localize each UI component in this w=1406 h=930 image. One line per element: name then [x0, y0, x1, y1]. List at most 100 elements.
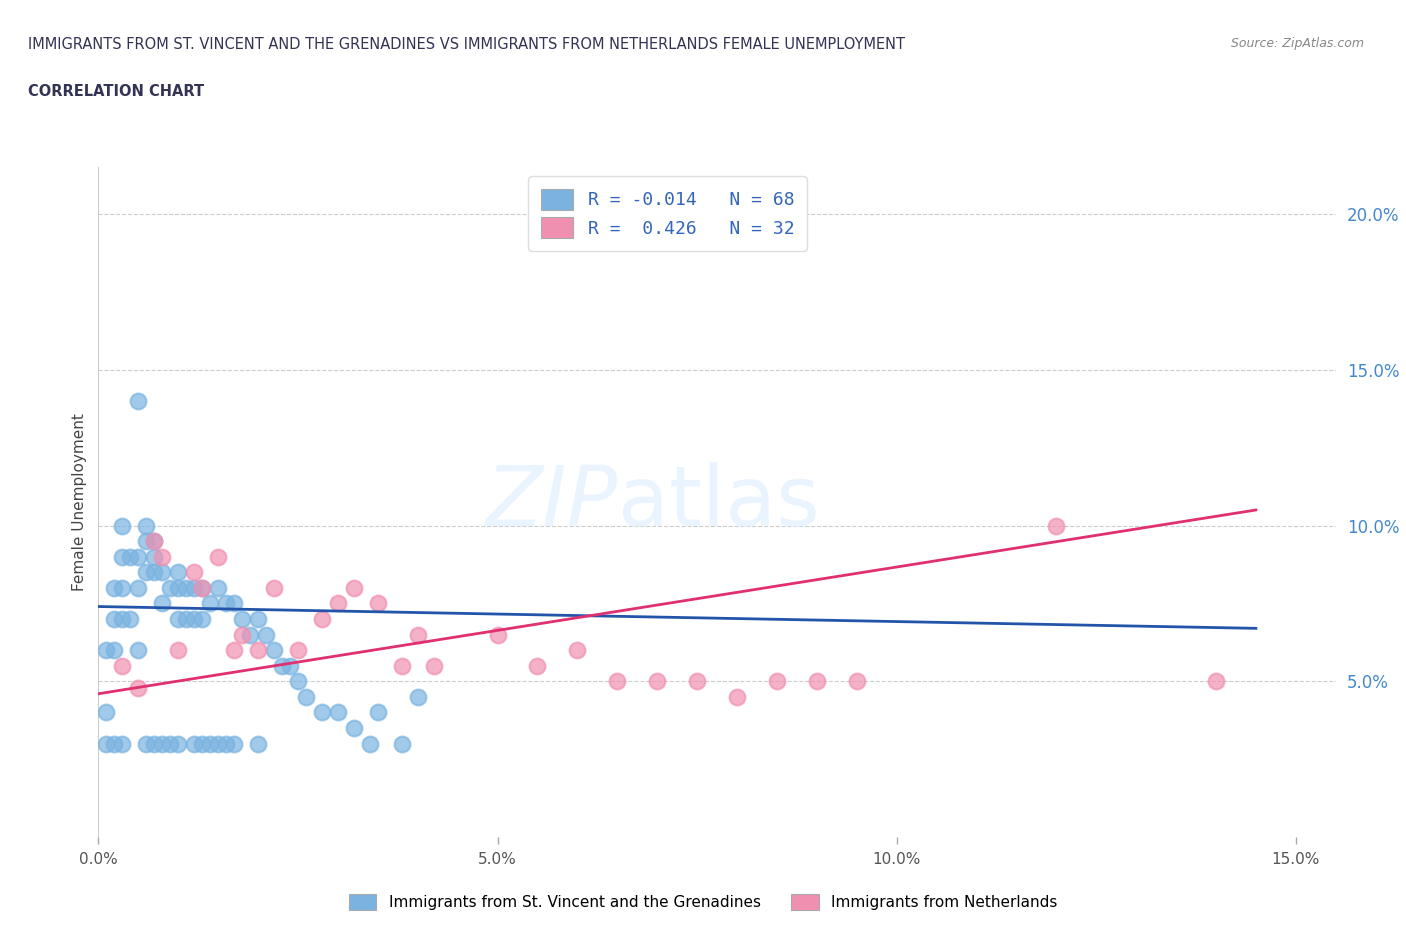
Point: [311, 612, 333, 627]
Legend: Immigrants from St. Vincent and the Grenadines, Immigrants from Netherlands: Immigrants from St. Vincent and the Gren…: [342, 886, 1064, 918]
Point: [103, 580, 125, 595]
Point: [263, 580, 285, 595]
Text: atlas: atlas: [619, 461, 820, 543]
Point: [567, 643, 589, 658]
Point: [167, 580, 190, 595]
Point: [111, 580, 134, 595]
Point: [247, 737, 270, 751]
Point: [287, 643, 309, 658]
Point: [143, 534, 166, 549]
Point: [183, 737, 205, 751]
Point: [359, 737, 381, 751]
Point: [247, 643, 270, 658]
Point: [295, 689, 318, 704]
Point: [263, 643, 285, 658]
Point: [215, 737, 238, 751]
Point: [183, 565, 205, 579]
Point: [111, 550, 134, 565]
Point: [422, 658, 444, 673]
Point: [174, 612, 197, 627]
Point: [150, 596, 173, 611]
Point: [183, 580, 205, 595]
Point: [326, 705, 349, 720]
Point: [159, 580, 181, 595]
Point: [845, 674, 868, 689]
Point: [127, 580, 149, 595]
Point: [127, 680, 149, 695]
Point: [343, 721, 366, 736]
Point: [143, 565, 166, 579]
Point: [231, 627, 253, 642]
Point: [207, 550, 229, 565]
Point: [167, 643, 190, 658]
Point: [287, 674, 309, 689]
Point: [143, 534, 166, 549]
Point: [167, 612, 190, 627]
Point: [135, 737, 157, 751]
Point: [725, 689, 748, 704]
Point: [135, 565, 157, 579]
Point: [135, 518, 157, 533]
Point: [183, 612, 205, 627]
Point: [686, 674, 709, 689]
Point: [367, 596, 389, 611]
Point: [207, 580, 229, 595]
Point: [120, 550, 142, 565]
Point: [127, 643, 149, 658]
Point: [406, 627, 429, 642]
Point: [191, 580, 214, 595]
Point: [486, 627, 509, 642]
Point: [391, 737, 413, 751]
Point: [606, 674, 628, 689]
Point: [103, 737, 125, 751]
Point: [111, 518, 134, 533]
Point: [406, 689, 429, 704]
Point: [150, 565, 173, 579]
Point: [247, 612, 270, 627]
Point: [150, 550, 173, 565]
Point: [167, 737, 190, 751]
Point: [207, 737, 229, 751]
Point: [766, 674, 789, 689]
Point: [806, 674, 828, 689]
Point: [367, 705, 389, 720]
Y-axis label: Female Unemployment: Female Unemployment: [72, 413, 87, 591]
Text: ZIP: ZIP: [486, 461, 619, 543]
Point: [191, 737, 214, 751]
Point: [231, 612, 253, 627]
Point: [1045, 518, 1067, 533]
Point: [96, 737, 118, 751]
Point: [1205, 674, 1227, 689]
Legend: R = -0.014   N = 68, R =  0.426   N = 32: R = -0.014 N = 68, R = 0.426 N = 32: [529, 177, 807, 251]
Point: [143, 737, 166, 751]
Point: [150, 737, 173, 751]
Point: [159, 737, 181, 751]
Point: [224, 737, 246, 751]
Point: [391, 658, 413, 673]
Point: [96, 705, 118, 720]
Point: [111, 612, 134, 627]
Point: [198, 737, 221, 751]
Point: [120, 612, 142, 627]
Point: [111, 737, 134, 751]
Point: [278, 658, 301, 673]
Point: [645, 674, 668, 689]
Point: [311, 705, 333, 720]
Point: [127, 393, 149, 408]
Point: [103, 612, 125, 627]
Point: [526, 658, 548, 673]
Point: [103, 643, 125, 658]
Point: [96, 643, 118, 658]
Point: [239, 627, 262, 642]
Text: CORRELATION CHART: CORRELATION CHART: [28, 84, 204, 99]
Point: [135, 534, 157, 549]
Point: [198, 596, 221, 611]
Point: [343, 580, 366, 595]
Point: [191, 612, 214, 627]
Text: IMMIGRANTS FROM ST. VINCENT AND THE GRENADINES VS IMMIGRANTS FROM NETHERLANDS FE: IMMIGRANTS FROM ST. VINCENT AND THE GREN…: [28, 37, 905, 52]
Point: [167, 565, 190, 579]
Point: [254, 627, 277, 642]
Point: [191, 580, 214, 595]
Text: Source: ZipAtlas.com: Source: ZipAtlas.com: [1230, 37, 1364, 50]
Point: [127, 550, 149, 565]
